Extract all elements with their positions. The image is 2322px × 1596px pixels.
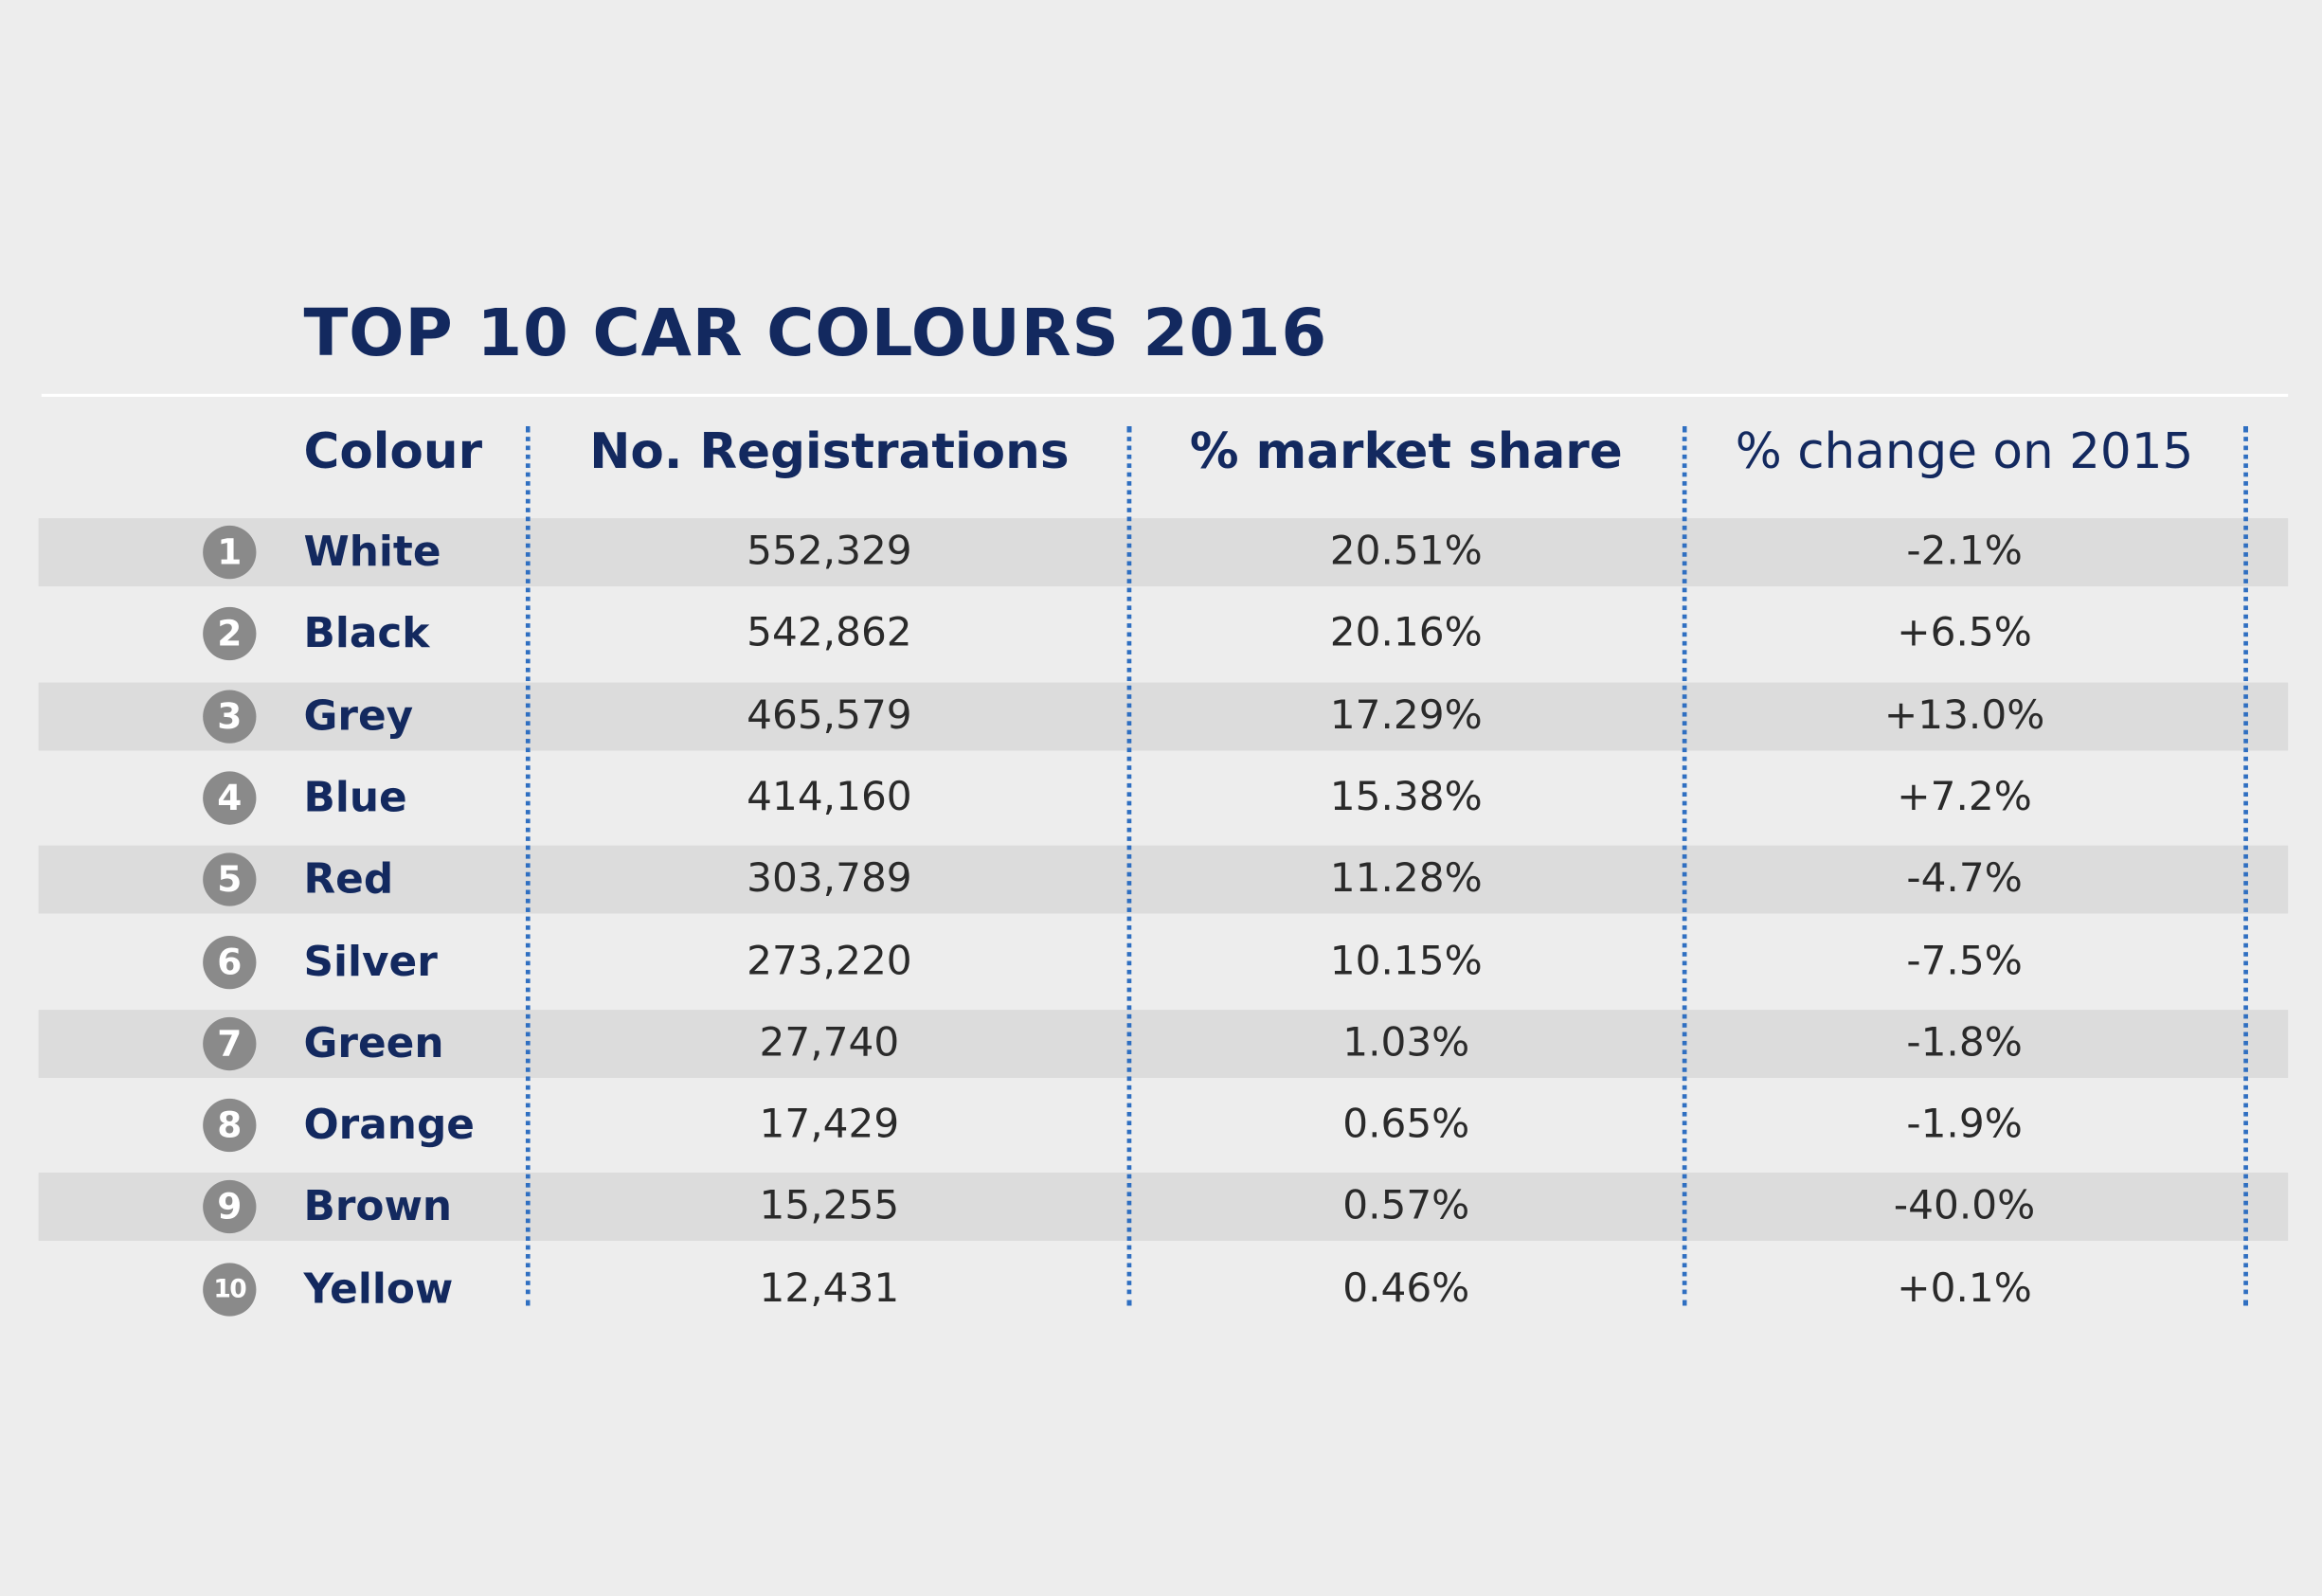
column-divider-4 <box>2243 426 2248 1306</box>
rank-badge: 3 <box>203 689 257 744</box>
cell-registrations: 303,789 <box>747 855 912 903</box>
rank-badge: 4 <box>203 771 257 825</box>
cell-colour: Yellow <box>303 1264 454 1314</box>
cell-colour: Blue <box>303 772 407 822</box>
cell-registrations: 465,579 <box>747 691 912 739</box>
cell-colour: Black <box>303 608 430 658</box>
cell-market-share: 0.46% <box>1342 1265 1470 1312</box>
cell-market-share: 10.15% <box>1329 938 1483 984</box>
cell-change: -7.5% <box>1906 938 2023 984</box>
row-band <box>38 845 2289 914</box>
cell-change: +6.5% <box>1897 610 2032 656</box>
cell-colour: Red <box>303 854 394 904</box>
cell-colour: Brown <box>303 1182 453 1231</box>
column-divider-2 <box>1126 426 1132 1306</box>
cell-change: -1.8% <box>1906 1019 2023 1067</box>
cell-registrations: 27,740 <box>759 1019 900 1067</box>
cell-change: -4.7% <box>1906 855 2023 903</box>
cell-registrations: 414,160 <box>747 774 912 820</box>
column-divider-1 <box>525 426 531 1306</box>
rank-badge: 6 <box>203 935 257 989</box>
row-band <box>38 682 2289 750</box>
rank-badge: 9 <box>203 1180 257 1234</box>
header-registrations: No. Registrations <box>589 421 1070 480</box>
cell-market-share: 20.51% <box>1329 529 1483 575</box>
header-change-on-2015: % change on 2015 <box>1735 421 2194 480</box>
rank-badge: 1 <box>203 525 257 580</box>
cell-market-share: 17.29% <box>1329 691 1483 739</box>
cell-colour: Silver <box>303 936 438 986</box>
rank-badge: 2 <box>203 607 257 661</box>
rank-badge: 5 <box>203 852 257 906</box>
rank-badge: 8 <box>203 1099 257 1153</box>
rank-badge: 7 <box>203 1016 257 1070</box>
header-colour: Colour <box>303 421 483 480</box>
cell-change: -2.1% <box>1906 529 2023 575</box>
cell-colour: Orange <box>303 1100 475 1150</box>
header-market-share: % market share <box>1189 421 1623 480</box>
cell-registrations: 17,429 <box>759 1102 900 1148</box>
rank-badge: 10 <box>203 1262 257 1317</box>
row-band <box>38 1009 2289 1078</box>
cell-registrations: 12,431 <box>759 1265 900 1312</box>
cell-colour: White <box>303 527 441 577</box>
cell-registrations: 15,255 <box>759 1183 900 1230</box>
title-divider <box>41 393 2289 397</box>
cell-registrations: 542,862 <box>747 610 912 656</box>
cell-change: -40.0% <box>1893 1183 2036 1230</box>
cell-market-share: 0.57% <box>1342 1183 1470 1230</box>
row-band <box>38 518 2289 587</box>
cell-colour: Grey <box>303 690 414 740</box>
table-title: TOP 10 CAR COLOURS 2016 <box>303 296 1327 372</box>
cell-market-share: 11.28% <box>1329 855 1483 903</box>
cell-market-share: 15.38% <box>1329 774 1483 820</box>
row-band <box>38 1173 2289 1242</box>
cell-change: +0.1% <box>1897 1265 2032 1312</box>
cell-change: +13.0% <box>1883 691 2045 739</box>
cell-market-share: 1.03% <box>1342 1019 1470 1067</box>
cell-market-share: 20.16% <box>1329 610 1483 656</box>
column-divider-3 <box>1682 426 1687 1306</box>
cell-registrations: 552,329 <box>747 529 912 575</box>
cell-registrations: 273,220 <box>747 938 912 984</box>
cell-market-share: 0.65% <box>1342 1102 1470 1148</box>
cell-colour: Green <box>303 1018 444 1067</box>
cell-change: -1.9% <box>1906 1102 2023 1148</box>
cell-change: +7.2% <box>1897 774 2032 820</box>
